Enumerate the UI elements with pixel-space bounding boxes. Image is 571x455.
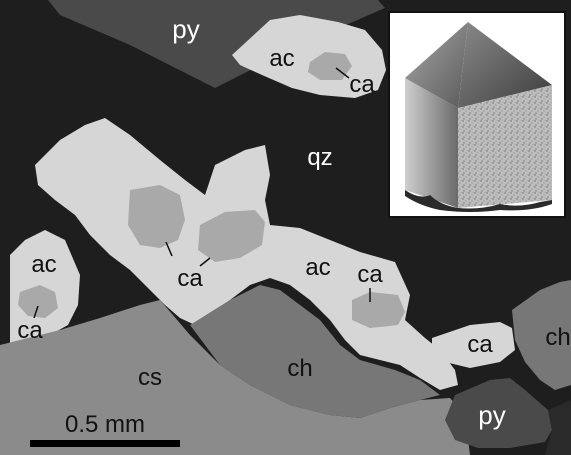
label-ca-left-lower: ca <box>17 317 43 344</box>
crystal-termination-right <box>458 22 552 108</box>
crystal-base-edge <box>405 190 552 212</box>
calcite-inclusion-center-left <box>128 185 185 248</box>
scale-bar <box>30 440 180 447</box>
scale-bar-label: 0.5 mm <box>65 411 145 438</box>
label-qz: qz <box>307 144 332 171</box>
label-ca-right-center: ca <box>357 261 383 288</box>
label-ac-left: ac <box>31 251 56 278</box>
label-ca-right: ca <box>467 331 493 358</box>
label-ac-center: ac <box>305 254 330 281</box>
label-py-top: py <box>172 14 199 44</box>
chlorite-grain-bottom <box>190 285 440 418</box>
calcite-inclusion-left <box>18 285 58 318</box>
label-py-bottom: py <box>478 400 505 430</box>
chlorite-grain-right <box>512 280 571 390</box>
label-leader-ca-center-1 <box>165 241 173 257</box>
crystal-face-left <box>405 78 458 208</box>
label-ca-top: ca <box>349 71 375 98</box>
label-ch-right: ch <box>545 324 570 351</box>
label-cs: cs <box>138 364 162 391</box>
quartz-fragment-bottom-right <box>545 400 571 455</box>
label-ch-bottom: ch <box>287 355 312 382</box>
label-leader-ca-center-2 <box>199 257 211 267</box>
label-leader-ca-top <box>335 67 350 79</box>
pyrite-grain-bottom <box>445 378 552 448</box>
label-ac-top: ac <box>269 45 294 72</box>
calcite-inclusion-center-right <box>198 210 265 262</box>
calcite-inclusion-right-center <box>352 292 405 328</box>
crystal-termination-left <box>405 22 468 108</box>
crystal-face-right <box>458 85 552 208</box>
label-leader-ca-left <box>33 305 39 319</box>
label-ca-center: ca <box>177 265 203 292</box>
calcite-inclusion-top <box>308 52 352 80</box>
calcite-grain-right <box>432 322 515 368</box>
cs-grain <box>0 300 470 455</box>
crystal-inset <box>388 11 566 218</box>
